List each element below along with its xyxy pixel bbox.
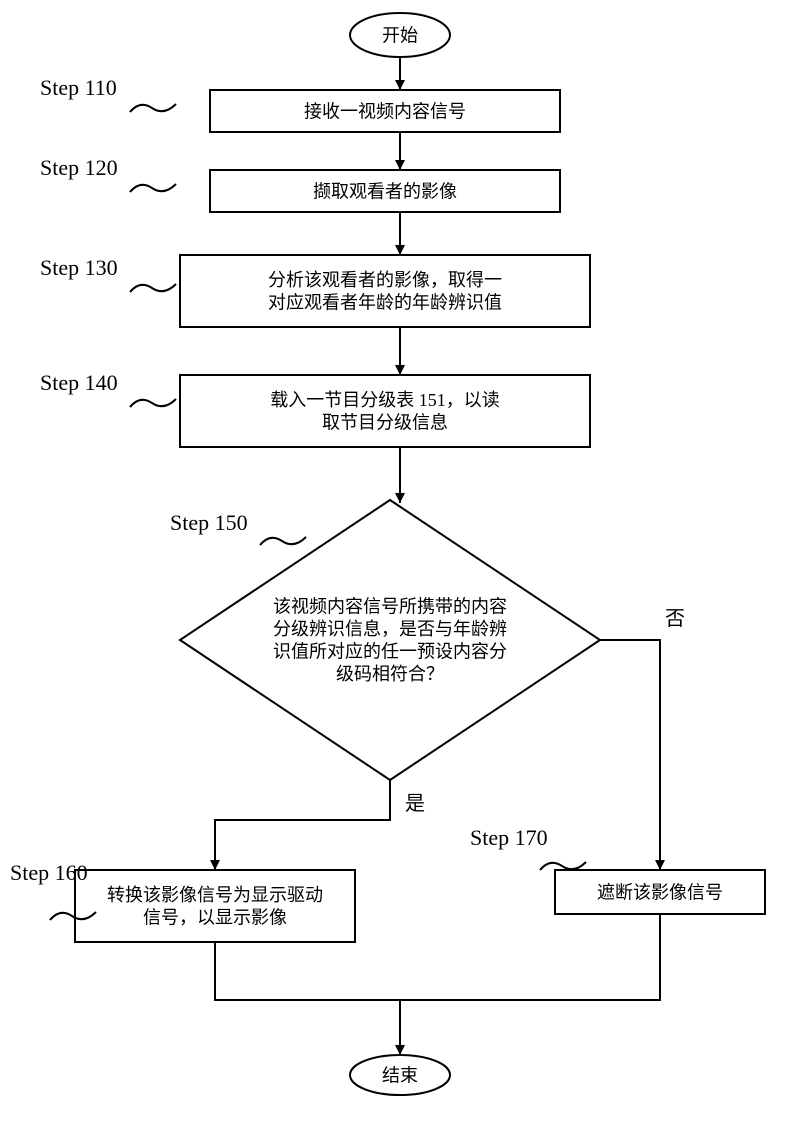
edge [600, 640, 660, 870]
decision-s150 [180, 500, 600, 780]
edge [400, 914, 660, 1000]
process-text-s170: 遮断该影像信号 [597, 882, 723, 902]
step-pointer [260, 537, 306, 545]
step-label-s120: Step 120 [40, 155, 118, 180]
step-pointer [130, 284, 176, 292]
process-text-s140: 载入一节目分级表 151，以读取节目分级信息 [270, 390, 500, 433]
edge-label-s150_yes: 是 [405, 793, 425, 815]
step-label-s130: Step 130 [40, 255, 118, 280]
start-label: 开始 [382, 25, 418, 45]
edge-label-s150_no: 否 [665, 608, 685, 630]
step-label-s140: Step 140 [40, 370, 118, 395]
step-label-s110: Step 110 [40, 75, 117, 100]
process-s140 [180, 375, 590, 447]
process-text-s130: 分析该观看者的影像，取得一对应观看者年龄的年龄辨识值 [268, 270, 502, 313]
step-pointer [130, 184, 176, 192]
step-pointer [50, 912, 96, 920]
step-pointer [540, 862, 586, 870]
step-label-s150: Step 150 [170, 510, 248, 535]
decision-text-s150: 该视频内容信号所携带的内容分级辨识信息，是否与年龄辨识值所对应的任一预设内容分级… [273, 597, 507, 685]
step-pointer [130, 399, 176, 407]
flowchart: 开始结束 接收一视频内容信号 Step 110 撷取观看者的影像 Step 120 分析该… [0, 0, 800, 1123]
process-text-s160: 转换该影像信号为显示驱动信号，以显示影像 [107, 885, 323, 928]
step-label-s160: Step 160 [10, 860, 88, 885]
edge [215, 942, 400, 1000]
step-label-s170: Step 170 [470, 825, 548, 850]
end-label: 结束 [382, 1065, 418, 1085]
process-text-s120: 撷取观看者的影像 [313, 181, 457, 201]
process-text-s110: 接收一视频内容信号 [304, 101, 466, 121]
process-s160 [75, 870, 355, 942]
edge [215, 780, 390, 870]
process-s130 [180, 255, 590, 327]
step-pointer [130, 104, 176, 112]
